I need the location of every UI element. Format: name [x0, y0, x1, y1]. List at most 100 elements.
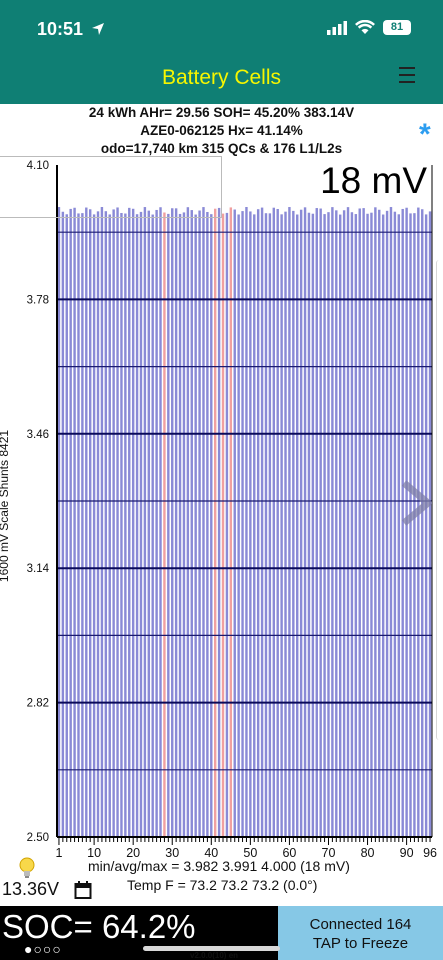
- cell-bar: [413, 213, 416, 837]
- cell-bar: [338, 214, 342, 837]
- cell-bar: [159, 207, 162, 838]
- cell-bar: [96, 211, 100, 838]
- cell-bar: [335, 210, 338, 837]
- cell-bar: [233, 209, 236, 837]
- cell-bar: [311, 213, 315, 838]
- cell-bar: [198, 210, 201, 837]
- cell-bar: [202, 207, 205, 837]
- cell-bar: [272, 207, 276, 837]
- status-time: 10:51: [37, 19, 84, 39]
- cell-bar: [385, 210, 389, 837]
- x-tick-label: 20: [126, 846, 140, 860]
- cell-bar: [428, 211, 432, 837]
- y-tick-label: 4.10: [27, 160, 49, 172]
- cell-bar: [213, 208, 217, 837]
- summary-line-2: AZE0-062125 Hx= 41.14%: [140, 123, 303, 138]
- cell-bar: [85, 207, 88, 837]
- summary-line-3: odo=17,740 km 315 QCs & 176 L1/L2s: [100, 141, 343, 156]
- cell-bar: [346, 207, 350, 837]
- cell-bar: [217, 207, 221, 838]
- cell-bar: [362, 208, 365, 838]
- cell-bar: [174, 208, 178, 837]
- cell-bar: [401, 208, 404, 837]
- cell-bar: [77, 213, 80, 837]
- x-tick-label: 96: [423, 846, 437, 860]
- x-tick-label: 1: [55, 846, 62, 860]
- hamburger-menu-icon[interactable]: [397, 62, 419, 92]
- cell-bar: [303, 207, 307, 837]
- status-bar: 10:51 81: [0, 0, 443, 56]
- cell-bar: [331, 207, 334, 837]
- cell-bar: [237, 214, 240, 838]
- cell-bar: [69, 208, 72, 837]
- cell-bar: [88, 209, 92, 837]
- cell-bar: [178, 213, 182, 837]
- cell-bar: [393, 211, 397, 837]
- x-tick-label: 50: [243, 846, 257, 860]
- cell-bar: [147, 210, 151, 837]
- cell-bar: [299, 209, 303, 837]
- cell-bar: [354, 214, 358, 838]
- cell-bar: [210, 214, 213, 838]
- connect-freeze-button[interactable]: Connected 164 TAP to Freeze: [278, 906, 443, 960]
- chevron-right-icon[interactable]: [400, 480, 432, 526]
- cell-bar: [171, 208, 174, 837]
- cellular-signal-icon: [327, 20, 347, 35]
- cell-bar: [221, 213, 225, 838]
- cell-bar: [167, 213, 170, 837]
- min-avg-max: min/avg/max = 3.982 3.991 4.000 (18 mV): [88, 858, 350, 874]
- page-indicator[interactable]: ●○○○: [24, 941, 62, 957]
- y-tick-label: 2.82: [27, 698, 49, 710]
- cell-bar: [381, 214, 385, 837]
- x-tick-label: 40: [204, 846, 218, 860]
- cell-bar: [350, 212, 354, 838]
- cell-bar: [342, 210, 346, 837]
- lightbulb-icon[interactable]: [18, 857, 36, 884]
- cell-bar: [370, 212, 373, 837]
- location-arrow-icon: [92, 23, 104, 35]
- cell-bar: [307, 212, 311, 838]
- cell-bar: [225, 212, 229, 837]
- page-title: Battery Cells: [161, 66, 282, 89]
- x-tick-label: 60: [282, 846, 296, 860]
- spread-box: [0, 156, 222, 218]
- cell-bar: [417, 207, 420, 837]
- cell-bar: [182, 212, 186, 838]
- calendar-icon[interactable]: [74, 881, 92, 904]
- freeze-label: TAP to Freeze: [312, 935, 409, 952]
- cell-bar: [288, 207, 291, 837]
- cell-bar: [284, 211, 287, 837]
- asterisk-icon[interactable]: *: [419, 118, 431, 151]
- cell-bar: [139, 211, 143, 837]
- cell-bar: [124, 213, 127, 837]
- soc-value: SOC= 64.2%: [2, 908, 196, 945]
- home-indicator[interactable]: [143, 946, 280, 951]
- cell-bar: [358, 208, 361, 838]
- cell-bar: [143, 207, 147, 838]
- cell-bar: [131, 208, 135, 837]
- cell-bar: [253, 214, 256, 837]
- cell-bar: [128, 207, 131, 838]
- temperature: Temp F = 73.2 73.2 73.2 (0.0°): [127, 877, 318, 893]
- soc-panel[interactable]: SOC= 64.2% ●○○○: [0, 906, 278, 960]
- cell-bar: [112, 209, 115, 838]
- cell-bar: [256, 209, 260, 837]
- cell-bar: [65, 214, 68, 837]
- cell-bar: [421, 209, 424, 838]
- scroll-edge: [436, 260, 443, 740]
- cell-bar: [151, 214, 154, 838]
- battery-summary: 24 kWh AHr= 29.56 SOH= 45.20% 383.14V AZ…: [0, 104, 443, 158]
- cell-bar: [374, 207, 377, 838]
- y-tick-label: 2.50: [27, 832, 49, 844]
- summary-line-1: 24 kWh AHr= 29.56 SOH= 45.20% 383.14V: [88, 105, 355, 120]
- cell-bar: [92, 214, 96, 837]
- cell-bar: [190, 210, 193, 837]
- cell-bar: [327, 212, 330, 837]
- cell-bar: [135, 214, 139, 838]
- cell-bar: [296, 214, 299, 837]
- cell-bar: [389, 207, 393, 837]
- cell-bar: [366, 213, 369, 837]
- y-tick-label: 3.46: [27, 429, 49, 441]
- cell-bar: [206, 211, 209, 838]
